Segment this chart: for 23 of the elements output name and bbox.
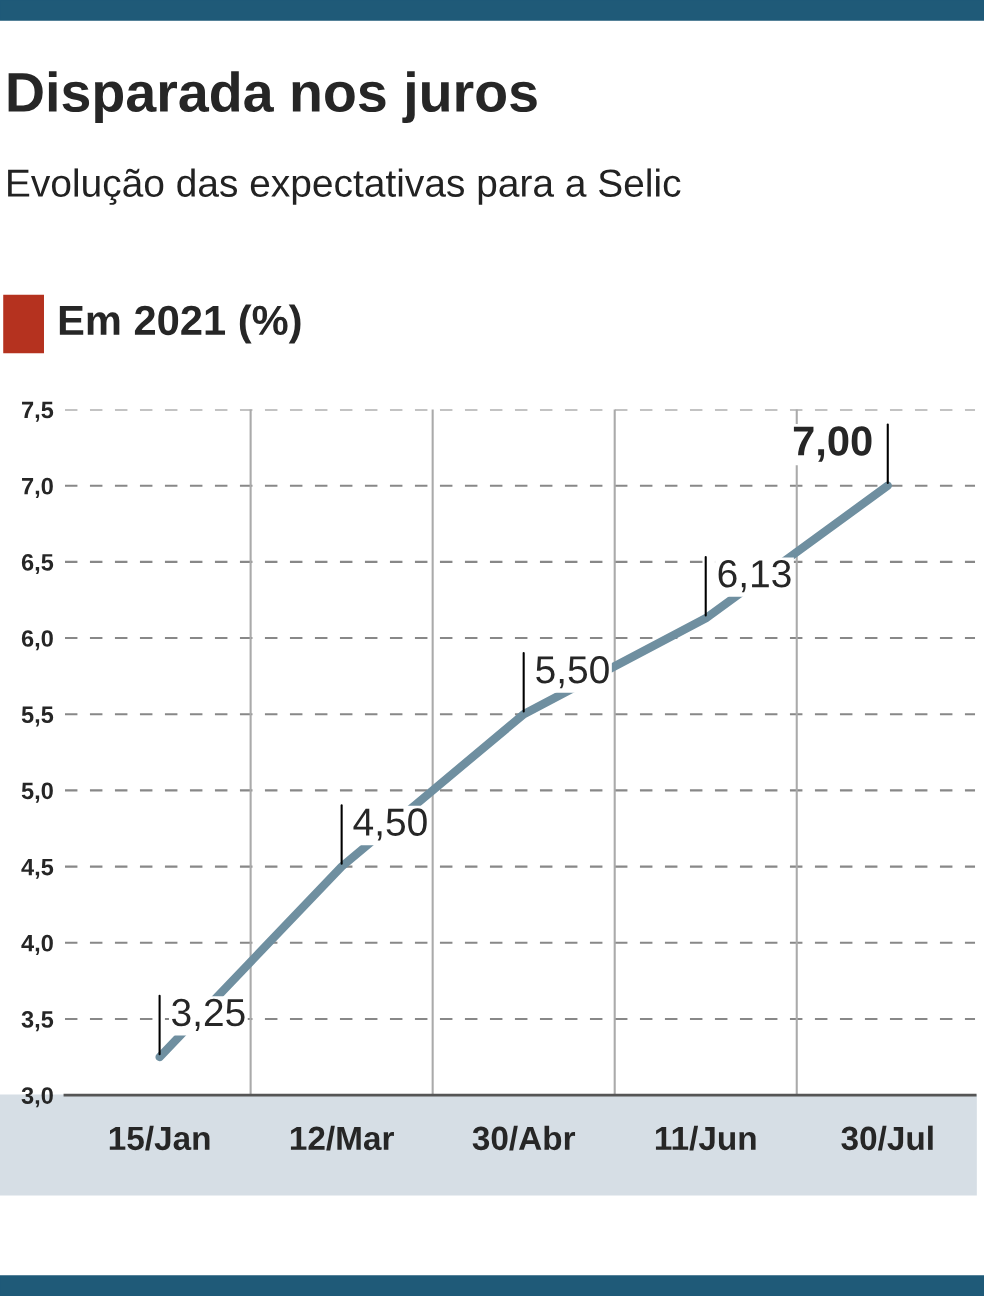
y-tick-label: 5,0 bbox=[21, 782, 53, 803]
y-tick-label: 7,5 bbox=[22, 401, 54, 422]
y-tick-label: 3,0 bbox=[21, 1087, 53, 1108]
x-tick-label: 11/Jun bbox=[655, 1125, 756, 1151]
y-tick-label: 5,5 bbox=[21, 706, 54, 727]
data-label: 3,25 bbox=[172, 998, 245, 1031]
y-axis-title: Em 2021 (%) bbox=[59, 304, 301, 344]
y-tick-label: 7,0 bbox=[22, 477, 53, 498]
x-tick-label: 30/Abr bbox=[472, 1125, 576, 1151]
data-label: 4,50 bbox=[353, 808, 427, 841]
data-label: 6,13 bbox=[718, 560, 791, 593]
data-label: 7,00 bbox=[793, 426, 872, 462]
data-label: 5,50 bbox=[536, 656, 609, 689]
x-tick-label: 12/Mar bbox=[290, 1125, 394, 1151]
y-tick-label: 4,5 bbox=[21, 858, 54, 879]
y-tick-label: 4,0 bbox=[21, 934, 53, 955]
chart-subtitle: Evolução das expectativas para a Selic bbox=[8, 168, 681, 205]
y-tick-label: 6,5 bbox=[21, 553, 54, 575]
chart-title: Disparada nos juros bbox=[8, 71, 537, 124]
y-tick-label: 3,5 bbox=[21, 1011, 54, 1032]
x-tick-label: 15/Jan bbox=[109, 1125, 210, 1151]
y-tick-label: 6,0 bbox=[21, 630, 53, 651]
x-tick-label: 30/Jul bbox=[841, 1125, 933, 1151]
